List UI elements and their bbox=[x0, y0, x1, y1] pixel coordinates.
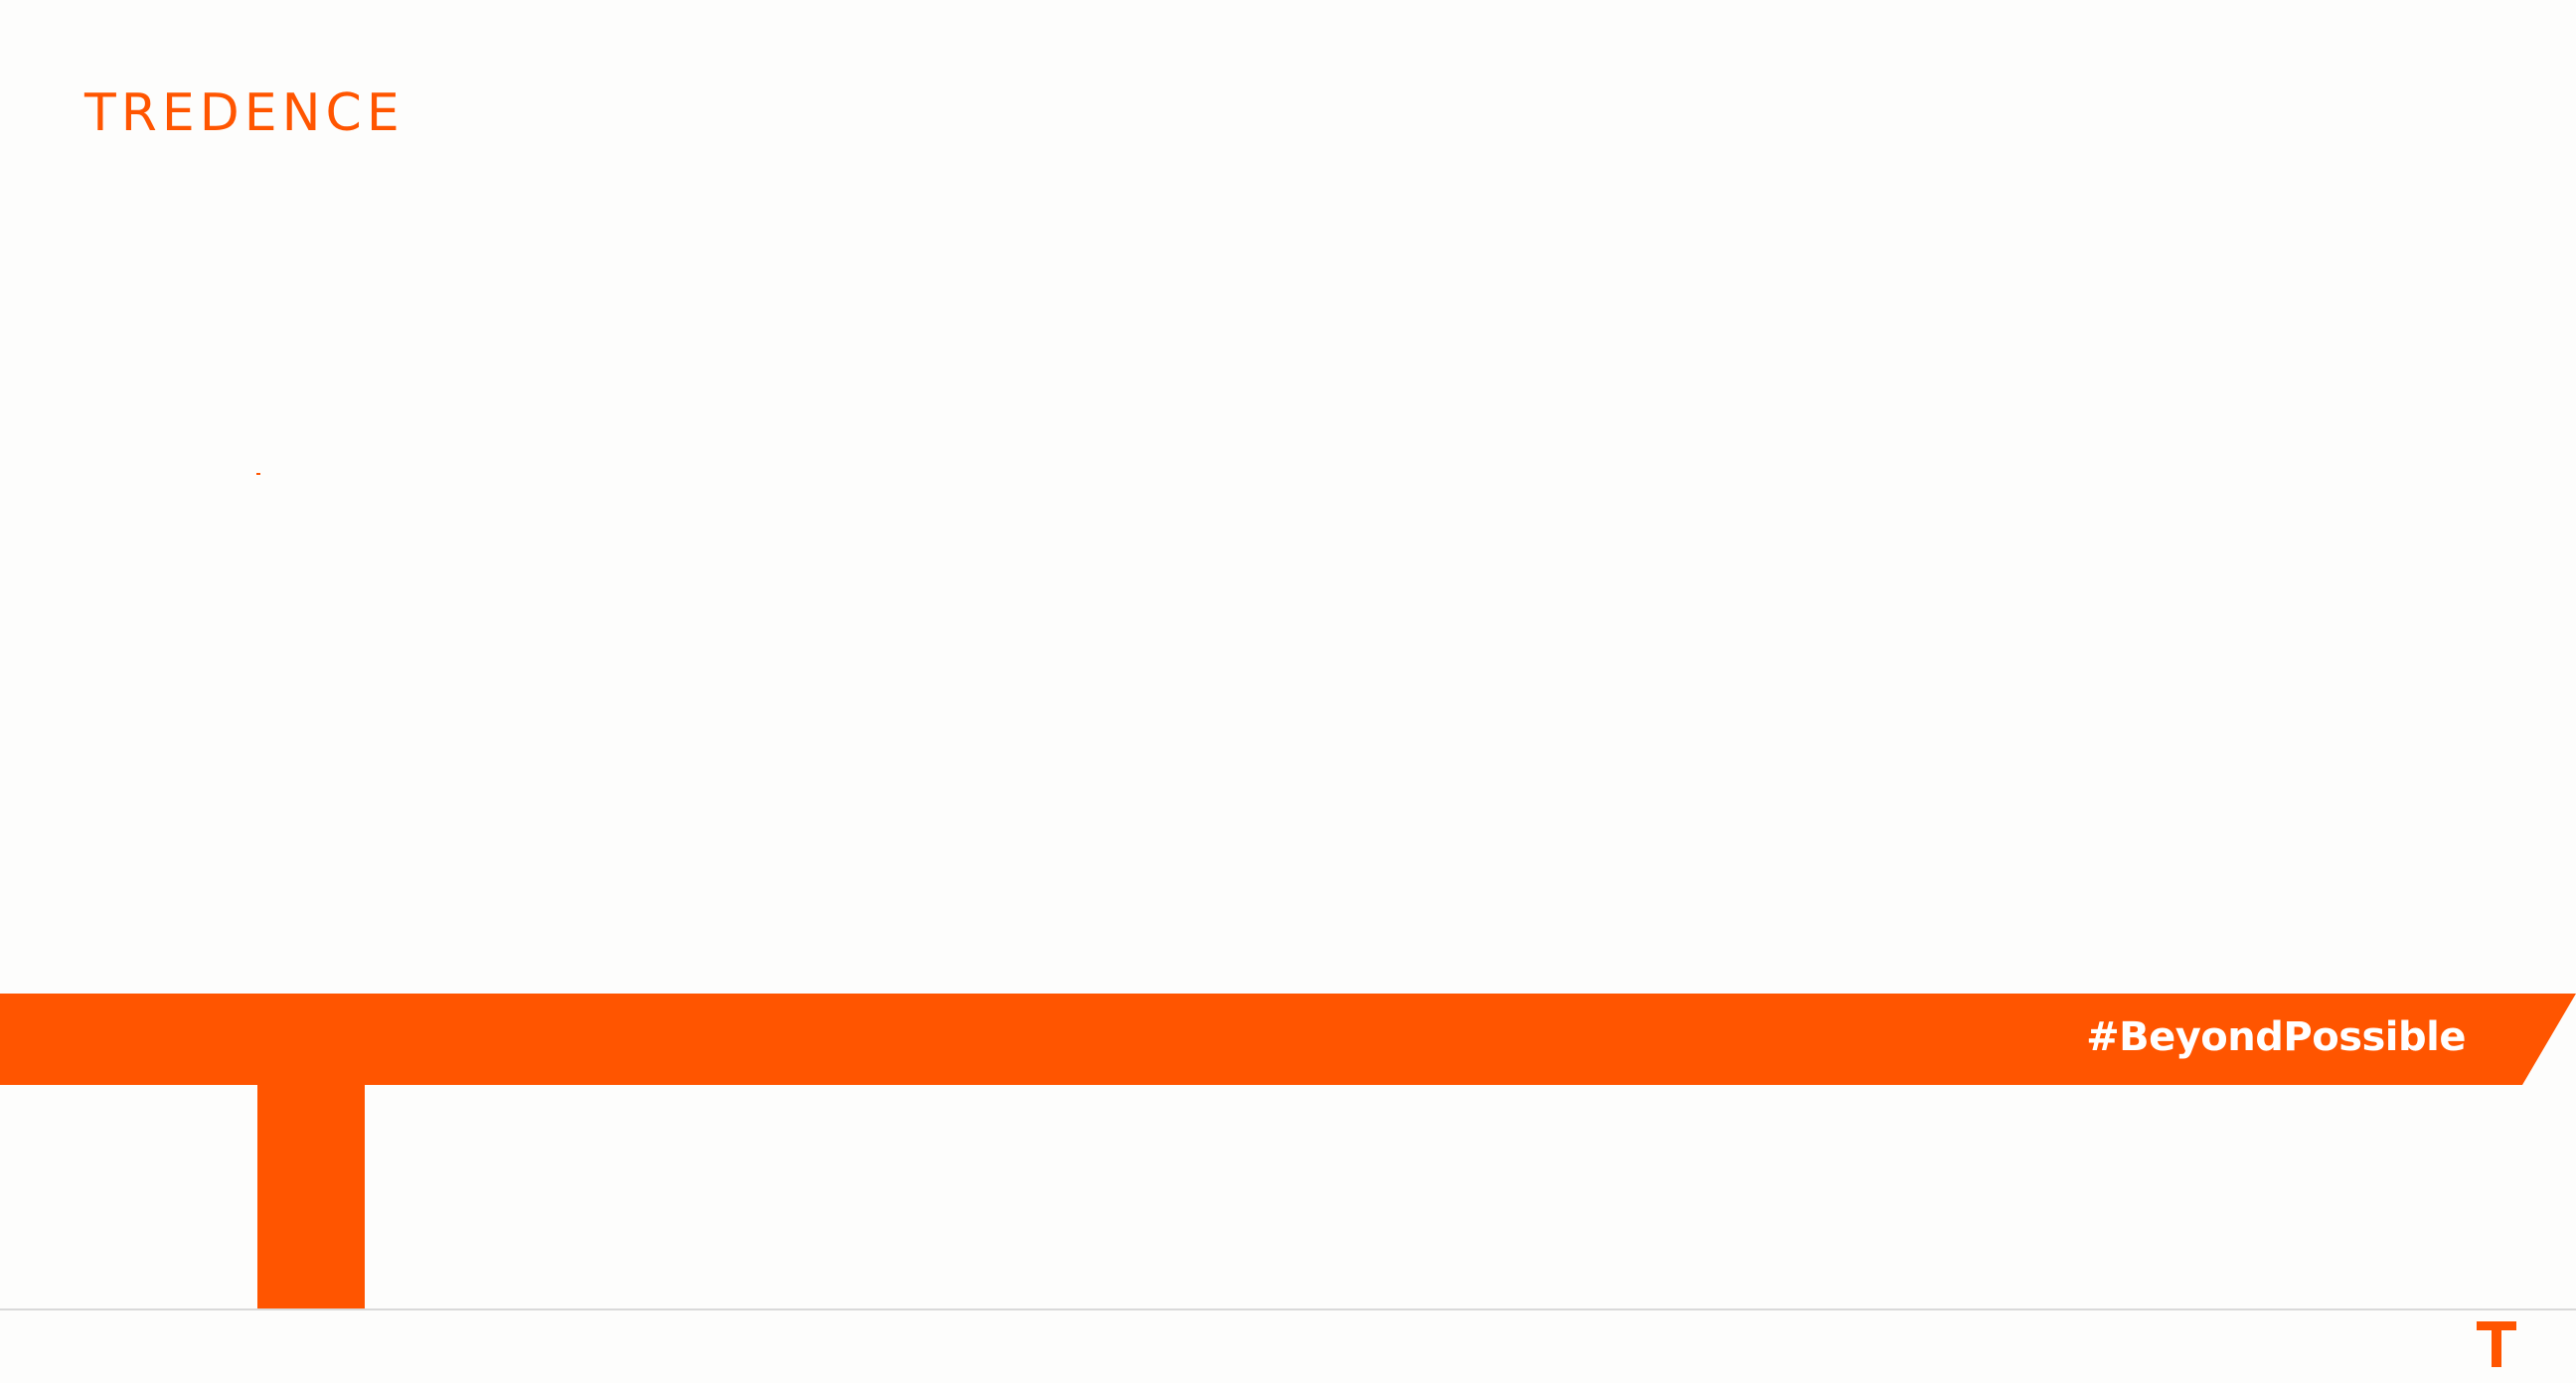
banner-bar bbox=[0, 994, 2576, 1085]
tagline: #BeyondPossible bbox=[2086, 1014, 2466, 1060]
tredence-t-icon bbox=[2477, 1321, 2516, 1367]
accent-dot bbox=[256, 473, 260, 475]
logo: TREDENCE bbox=[84, 83, 404, 143]
footer-divider bbox=[0, 1308, 2576, 1310]
banner-stem bbox=[257, 1083, 365, 1310]
